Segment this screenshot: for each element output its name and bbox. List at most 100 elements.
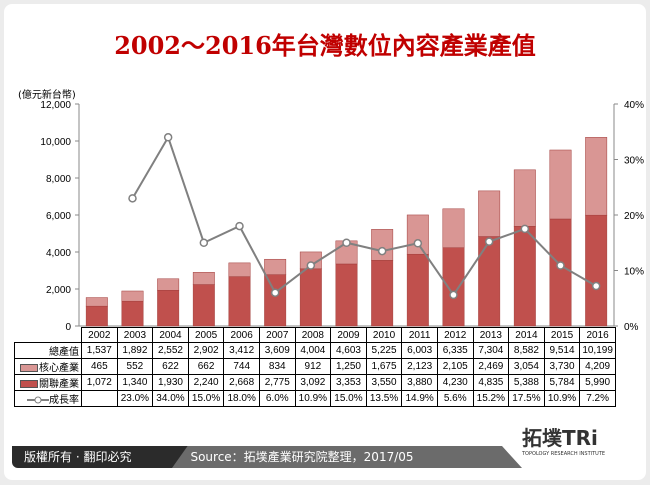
table-cell: 18.0% [223, 390, 260, 407]
table-cell: 34.0% [152, 390, 189, 407]
logo-text: 拓墣TRi [522, 426, 598, 450]
table-cell: 2,123 [401, 358, 438, 375]
bar-core-2016 [585, 137, 608, 216]
growth-point [449, 290, 458, 300]
y-tick-label: 4,000 [46, 248, 71, 259]
row-label: 總產值 [14, 342, 82, 359]
table-cell: 5.6% [436, 390, 474, 407]
y-tick-label: 2,000 [46, 285, 71, 296]
source-note: Source：拓墣產業研究院整理，2017/05 [172, 446, 432, 468]
bar-core-2006 [228, 262, 251, 277]
table-cell: 3,550 [365, 374, 403, 391]
bar-related-2010 [371, 260, 394, 327]
table-cell: 912 [294, 358, 332, 375]
table-cell: 2014 [508, 327, 545, 343]
bar-related-2005 [192, 284, 215, 327]
table-cell: 4,209 [579, 358, 616, 375]
table-cell: 2,668 [223, 374, 260, 391]
total-label: 總產值 [49, 347, 79, 358]
table-cell: 4,230 [436, 374, 474, 391]
table-cell: 3,092 [294, 374, 332, 391]
data-table: 2002 2003 2004 2005 2006 2007 2008 2009 2010 2011… [14, 327, 616, 407]
bar-related-2008 [299, 268, 322, 327]
bar-related-2002 [85, 305, 108, 327]
table-cell: 2008 [294, 327, 332, 343]
table-cell: 10.9% [543, 390, 581, 407]
bar-related-2016 [585, 214, 608, 327]
table-cell: 2,240 [187, 374, 225, 391]
row-label: 成長率 [14, 390, 82, 407]
bar-core-2003 [121, 290, 144, 302]
table-cell: 4,603 [330, 342, 367, 359]
legend-line-marker-icon [27, 396, 49, 404]
bar-core-2011 [406, 214, 429, 255]
growth-point [199, 238, 209, 247]
table-cell: 3,353 [330, 374, 367, 391]
footer: 版權所有 · 翻印必究 Source：拓墣產業研究院整理，2017/05 [12, 446, 632, 468]
y2-tick-label: 40% [624, 100, 644, 111]
growth-point [556, 261, 565, 270]
table-cell: 2013 [472, 327, 510, 343]
growth-point [484, 237, 494, 246]
table-cell: 6.0% [258, 390, 296, 407]
table-cell: 1,537 [81, 342, 118, 359]
bar-related-2013 [478, 236, 501, 327]
chart-title: 2002～2016年台灣數位內容產業產值 [114, 31, 536, 60]
table-cell: 5,990 [579, 374, 616, 391]
bar-core-2012 [442, 208, 465, 248]
legend-swatch-related [20, 380, 38, 389]
table-cell: 1,072 [81, 374, 118, 391]
table-cell: 2,902 [187, 342, 225, 359]
bar-core-2010 [371, 229, 394, 261]
table-cell: 1,892 [116, 342, 154, 359]
table-cell: 1,675 [365, 358, 403, 375]
bar-related-2014 [513, 226, 536, 327]
table-cell: 2006 [223, 327, 260, 343]
y-tick-label: 6,000 [46, 211, 71, 222]
table-cell: 465 [81, 358, 118, 375]
table-row-related: 關聯產業 1,072 1,340 1,930 2,240 2,668 2,775 3,092 3… [14, 374, 616, 391]
footer-bar [422, 446, 522, 468]
bar-related-2003 [121, 300, 144, 327]
growth-point [591, 281, 601, 291]
bar-core-2007 [264, 258, 287, 275]
table-cell: 2003 [116, 327, 154, 343]
growth-point [270, 288, 280, 297]
table-row-core: 核心產業 465 552 622 662 744 834 912 1,250 1,675 2,123… [14, 358, 616, 375]
legend-swatch-core [20, 364, 38, 373]
table-row-growth: 成長率 23.0% 34.0% 15.0% 18.0% 6.0% 10.9% 15.0% 13.… [14, 390, 616, 407]
table-cell: 2,105 [436, 358, 474, 375]
table-cell: 5,388 [508, 374, 545, 391]
table-cell: 15.0% [330, 390, 367, 407]
table-cell: 5,784 [543, 374, 581, 391]
table-row-total: 總產值 1,537 1,892 2,552 2,902 3,412 3,609 4,004 4,… [14, 342, 616, 359]
y2-tick-label: 30% [624, 156, 644, 167]
table-cell: 1,250 [330, 358, 367, 375]
copyright-notice: 版權所有 · 翻印必究 [12, 446, 194, 468]
table-cell: 4,835 [472, 374, 510, 391]
table-cell: 834 [258, 358, 296, 375]
table-cell: 15.2% [472, 390, 510, 407]
y-tick-label: 0 [65, 322, 71, 333]
growth-line [131, 134, 597, 297]
bar-related-2012 [442, 247, 465, 327]
table-cell: 2015 [543, 327, 581, 343]
growth-point [342, 238, 351, 247]
y-axis-unit: (億元新台幣) [18, 90, 76, 101]
bar-related-2015 [549, 218, 572, 327]
table-cell: 1,930 [152, 374, 189, 391]
growth-point [306, 261, 316, 270]
table-cell: 14.9% [401, 390, 438, 407]
bar-related-2006 [228, 276, 251, 327]
table-cell: 2002 [81, 327, 118, 343]
table-cell: 10.9% [294, 390, 332, 407]
core-label: 核心產業 [39, 363, 79, 374]
table-cell: 5,225 [365, 342, 403, 359]
table-cell: 3,609 [258, 342, 296, 359]
table-cell: 3,880 [401, 374, 438, 391]
bar-core-2002 [85, 297, 108, 307]
table-cell: 17.5% [508, 390, 545, 407]
table-cell: 2010 [365, 327, 403, 343]
y2-tick-label: 0% [624, 322, 639, 333]
growth-point [377, 246, 387, 256]
